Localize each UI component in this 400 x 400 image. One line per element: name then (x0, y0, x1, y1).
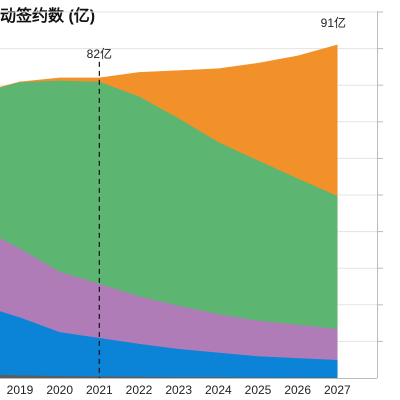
x-tick-label: 2020 (46, 383, 73, 397)
x-tick-label: 2023 (165, 383, 192, 397)
x-tick-label: 2022 (126, 383, 153, 397)
annotation-label: 91亿 (321, 15, 346, 30)
x-tick-label: 2024 (205, 383, 232, 397)
annotation-label: 82亿 (87, 46, 112, 61)
x-tick-label: 2021 (86, 383, 113, 397)
area-series-5 (0, 44, 338, 197)
x-tick-label: 2025 (245, 383, 272, 397)
area-layers (0, 44, 338, 378)
x-tick-label: 2026 (284, 383, 311, 397)
x-tick-label: 2019 (7, 383, 34, 397)
x-tick-label: 2027 (324, 383, 351, 397)
